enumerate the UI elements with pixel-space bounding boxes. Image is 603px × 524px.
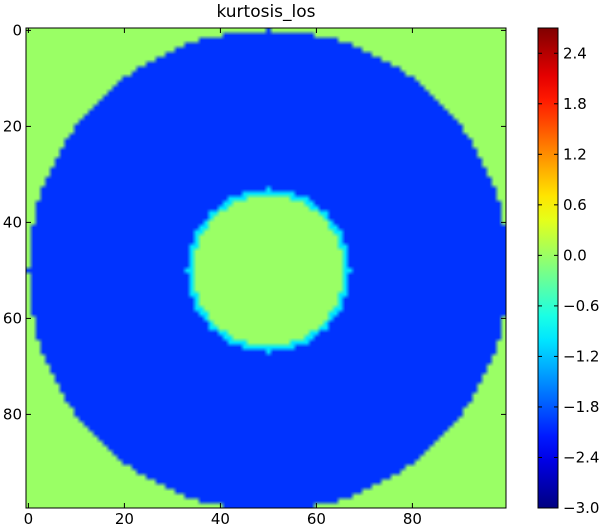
x-axis: 0 20 40 60 80 (24, 28, 422, 524)
y-tick-label: 40 (3, 213, 22, 231)
x-tick-label: 20 (115, 510, 134, 524)
colorbar-tick-label: −2.4 (563, 448, 599, 466)
colorbar-tick-label: −1.8 (563, 398, 599, 416)
heatmap-area (25, 27, 507, 509)
heatmap-image (26, 28, 506, 508)
y-tick-label: 20 (3, 117, 22, 135)
chart-title: kurtosis_los (216, 2, 315, 22)
colorbar-frame (537, 27, 559, 509)
x-tick-label: 0 (24, 510, 34, 524)
colorbar-tick-label: 2.4 (563, 44, 587, 62)
colorbar-gradient (538, 28, 558, 508)
colorbar-tick-label: 1.8 (563, 95, 587, 113)
y-tick-label: 0 (12, 21, 22, 39)
y-axis: 0 20 40 60 80 (3, 21, 506, 423)
plot-frame (25, 27, 507, 509)
x-tick-label: 80 (403, 510, 422, 524)
colorbar-tick-label: 0.6 (563, 196, 587, 214)
colorbar-ticks: 2.4 1.8 1.2 0.6 0.0 −0.6 −1.2 −1.8 −2.4 −3.0 (538, 44, 599, 517)
y-tick-label: 60 (3, 309, 22, 327)
colorbar-tick-label: 0.0 (563, 246, 587, 264)
x-tick-label: 60 (307, 510, 326, 524)
colorbar-tick-label: −0.6 (563, 297, 599, 315)
y-tick-label: 80 (3, 405, 22, 423)
colorbar-tick-label: 1.2 (563, 145, 587, 163)
colorbar-tick-label: −3.0 (563, 499, 599, 517)
colorbar: 2.4 1.8 1.2 0.6 0.0 −0.6 −1.2 −1.8 −2.4 −3.0 (537, 27, 599, 517)
colorbar-tick-label: −1.2 (563, 347, 599, 365)
x-tick-label: 40 (211, 510, 230, 524)
